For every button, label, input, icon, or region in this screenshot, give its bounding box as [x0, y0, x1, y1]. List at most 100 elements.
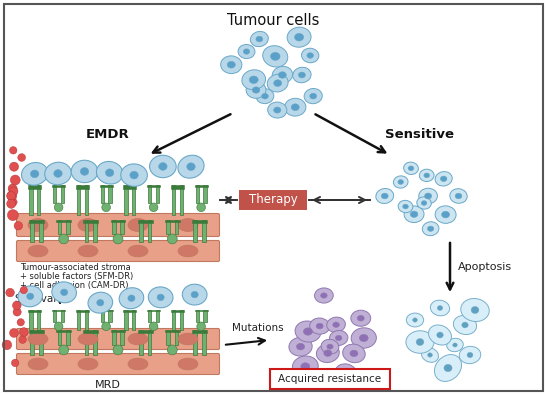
Ellipse shape	[88, 292, 113, 313]
FancyBboxPatch shape	[148, 220, 152, 242]
FancyBboxPatch shape	[147, 185, 160, 187]
Ellipse shape	[455, 193, 462, 199]
Ellipse shape	[310, 318, 330, 334]
FancyBboxPatch shape	[148, 330, 152, 355]
Circle shape	[113, 345, 123, 355]
FancyBboxPatch shape	[156, 185, 159, 203]
Ellipse shape	[307, 53, 313, 58]
Ellipse shape	[121, 164, 147, 186]
Ellipse shape	[54, 169, 62, 177]
Ellipse shape	[293, 67, 311, 83]
Circle shape	[11, 359, 19, 367]
Ellipse shape	[435, 171, 452, 186]
Circle shape	[113, 234, 123, 244]
Ellipse shape	[28, 245, 48, 257]
Ellipse shape	[329, 331, 348, 346]
Circle shape	[59, 345, 69, 355]
Circle shape	[9, 147, 17, 154]
Ellipse shape	[357, 316, 364, 321]
FancyBboxPatch shape	[193, 330, 197, 355]
FancyBboxPatch shape	[139, 220, 143, 242]
FancyBboxPatch shape	[202, 330, 206, 355]
FancyBboxPatch shape	[66, 330, 70, 345]
Ellipse shape	[467, 352, 473, 358]
FancyBboxPatch shape	[166, 220, 170, 234]
Text: + cell adhesion (CAM-DR): + cell adhesion (CAM-DR)	[20, 281, 129, 290]
FancyBboxPatch shape	[179, 310, 183, 330]
Ellipse shape	[296, 343, 305, 350]
Ellipse shape	[278, 72, 286, 78]
Ellipse shape	[182, 284, 207, 305]
Ellipse shape	[435, 206, 456, 223]
FancyBboxPatch shape	[39, 330, 43, 355]
FancyBboxPatch shape	[85, 185, 88, 215]
FancyBboxPatch shape	[31, 220, 34, 242]
FancyBboxPatch shape	[171, 185, 184, 188]
Ellipse shape	[28, 333, 48, 345]
Ellipse shape	[191, 292, 198, 298]
Ellipse shape	[291, 104, 299, 111]
Ellipse shape	[453, 343, 457, 347]
Ellipse shape	[299, 72, 305, 78]
FancyBboxPatch shape	[30, 310, 33, 330]
Ellipse shape	[417, 197, 431, 209]
Text: Sensitive: Sensitive	[386, 128, 455, 141]
FancyBboxPatch shape	[195, 185, 208, 187]
Circle shape	[20, 286, 27, 294]
FancyBboxPatch shape	[166, 330, 170, 345]
Ellipse shape	[412, 318, 417, 322]
FancyBboxPatch shape	[61, 185, 64, 203]
FancyBboxPatch shape	[85, 220, 89, 242]
FancyBboxPatch shape	[94, 220, 97, 242]
Ellipse shape	[272, 66, 293, 84]
Ellipse shape	[410, 211, 418, 217]
Ellipse shape	[393, 176, 408, 188]
Circle shape	[7, 191, 17, 201]
Circle shape	[10, 175, 20, 185]
FancyBboxPatch shape	[132, 185, 135, 215]
Circle shape	[2, 340, 11, 350]
FancyBboxPatch shape	[174, 330, 178, 345]
Ellipse shape	[381, 193, 388, 199]
Ellipse shape	[274, 80, 282, 87]
FancyBboxPatch shape	[52, 310, 65, 311]
Ellipse shape	[404, 206, 424, 222]
Ellipse shape	[178, 245, 198, 257]
FancyBboxPatch shape	[29, 330, 44, 333]
FancyBboxPatch shape	[193, 220, 197, 242]
Ellipse shape	[238, 45, 255, 58]
Ellipse shape	[406, 331, 434, 353]
FancyBboxPatch shape	[84, 330, 98, 333]
Circle shape	[10, 198, 17, 206]
Ellipse shape	[159, 163, 167, 170]
Ellipse shape	[148, 287, 173, 308]
FancyBboxPatch shape	[101, 185, 104, 203]
Ellipse shape	[447, 339, 463, 352]
Ellipse shape	[28, 218, 48, 231]
FancyBboxPatch shape	[56, 220, 71, 222]
FancyBboxPatch shape	[174, 220, 178, 234]
Ellipse shape	[78, 333, 98, 345]
FancyBboxPatch shape	[84, 220, 98, 223]
FancyBboxPatch shape	[77, 310, 80, 330]
Text: Mutations: Mutations	[232, 323, 284, 333]
Ellipse shape	[27, 293, 34, 299]
FancyBboxPatch shape	[139, 330, 143, 355]
Ellipse shape	[128, 245, 148, 257]
Ellipse shape	[128, 333, 148, 345]
FancyBboxPatch shape	[16, 214, 219, 237]
Ellipse shape	[178, 358, 198, 370]
FancyBboxPatch shape	[31, 330, 34, 355]
Ellipse shape	[149, 155, 176, 178]
FancyBboxPatch shape	[120, 220, 124, 234]
Ellipse shape	[178, 155, 204, 178]
Text: + soluble factors (SFM-DR): + soluble factors (SFM-DR)	[20, 272, 133, 281]
Circle shape	[7, 192, 15, 200]
Ellipse shape	[301, 48, 319, 63]
Circle shape	[197, 203, 206, 212]
Ellipse shape	[421, 201, 427, 205]
FancyBboxPatch shape	[125, 310, 127, 330]
Ellipse shape	[420, 169, 434, 182]
Ellipse shape	[243, 49, 250, 54]
Ellipse shape	[398, 200, 413, 213]
